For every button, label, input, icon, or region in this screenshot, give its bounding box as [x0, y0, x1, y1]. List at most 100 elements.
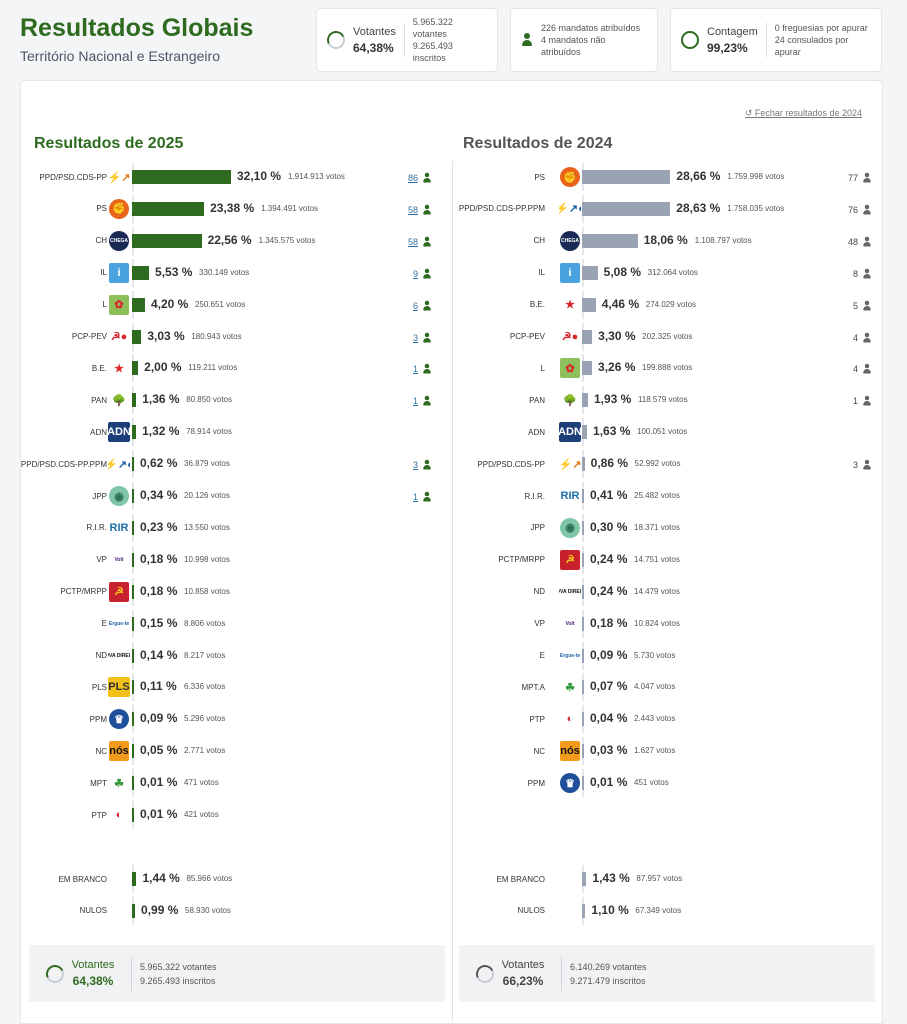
seats-count[interactable]: 86	[408, 171, 433, 185]
vote-percentage: 0,09 %	[140, 711, 178, 726]
vote-percentage: 3,30 %	[598, 328, 636, 343]
livre-logo: ✿	[559, 358, 581, 379]
seats-number: 4	[852, 332, 858, 343]
vote-share-bar	[582, 265, 598, 280]
vote-percentage: 4,20 %	[150, 296, 189, 311]
mandatos-atribuidos: 226 mandatos atribuídos	[541, 23, 641, 33]
result-row: E Ergue-te 0,09 % 5.730 votos	[451, 641, 871, 670]
vote-count: 4.047 votos	[634, 682, 676, 692]
vote-percentage: 28,66 %	[676, 169, 721, 183]
result-row: PPD/PSD.CDS-PP.PPM⚡↗● 0,62 % 36.879 votos 3	[21, 450, 441, 479]
seats-count[interactable]: 58	[408, 203, 433, 217]
il-logo: i	[108, 262, 130, 283]
seats-count: 8	[853, 267, 873, 281]
vote-share-bar	[582, 361, 593, 376]
seats-count[interactable]: 58	[408, 235, 433, 249]
seats-count[interactable]: 1	[413, 394, 433, 408]
seats-count[interactable]: 9	[413, 267, 433, 281]
footer-votantes-value: 64,38%	[72, 974, 114, 988]
seats-count: 76	[848, 203, 873, 217]
person-icon	[423, 332, 432, 343]
person-icon	[863, 364, 872, 375]
vote-count: 10.824 votos	[634, 618, 680, 628]
result-row: PPM ♛ 0,09 % 5.296 votos	[21, 705, 441, 734]
vote-count: 199.888 votos	[642, 363, 693, 373]
nova-direita-logo: NOVA DIREITA	[559, 581, 581, 602]
vote-percentage: 1,93 %	[593, 392, 632, 407]
party-name: B.E.	[91, 363, 107, 373]
party-name: L	[102, 300, 107, 310]
party-name: EM BRANCO	[496, 874, 545, 884]
vote-share-bar	[132, 520, 134, 535]
seats-count[interactable]: 3	[413, 331, 433, 345]
person-icon	[863, 172, 872, 184]
result-row: R.I.R. RIR 0,41 % 25.482 votos	[451, 482, 871, 510]
result-row: PCTP/MRPP ☭ 0,18 % 10.858 votos	[21, 577, 441, 606]
seats-count[interactable]: 3	[413, 458, 433, 472]
vote-percentage: 0,05 %	[140, 743, 178, 758]
seats-count[interactable]: 1	[413, 490, 433, 504]
party-name: PTP	[91, 810, 107, 820]
ppm-logo: ♛	[108, 709, 130, 730]
ad-logo: ⚡↗	[108, 167, 130, 187]
vote-percentage: 2,00 %	[144, 360, 182, 375]
party-name: IL	[100, 268, 107, 278]
vote-share-bar	[132, 457, 134, 472]
vote-percentage: 5,53 %	[155, 264, 193, 279]
result-row: MPT.A ☘ 0,07 % 4.047 votos	[451, 673, 871, 702]
ptp-logo: ◐	[559, 709, 581, 730]
vote-percentage: 0,99 %	[141, 902, 179, 917]
seats-number: 3	[412, 332, 418, 343]
vote-count: 421 votos	[184, 810, 219, 819]
party-name: PCP-PEV	[71, 332, 107, 341]
seats-number: 4	[852, 364, 858, 375]
divider	[561, 956, 562, 991]
divider	[131, 956, 132, 991]
ps-logo: ✊	[108, 198, 130, 219]
jpp-logo: ◉	[108, 486, 130, 506]
seats-number: 58	[407, 204, 418, 215]
vote-count: 14.751 votos	[634, 554, 680, 564]
vote-percentage: 1,63 %	[593, 424, 631, 439]
pan-logo: 🌳	[108, 390, 130, 411]
vote-percentage: 4,46 %	[601, 296, 640, 311]
person-icon	[863, 396, 872, 407]
chega-logo: CHEGA	[559, 230, 581, 251]
result-row: EM BRANCO 1,44 % 85.966 votos	[21, 865, 441, 893]
vote-share-bar	[582, 329, 593, 344]
vote-count: 1.914.913 votos	[288, 172, 345, 181]
person-icon	[423, 268, 432, 279]
party-name: ADN	[528, 427, 545, 437]
vote-share-bar	[132, 808, 134, 822]
footer-inscritos-count: 9.265.493 inscritos	[140, 975, 216, 986]
pctp-logo: ☭	[559, 549, 581, 570]
ergue-te-logo: Ergue-te	[559, 645, 581, 666]
close-comparison-link[interactable]: ↺ Fechar resultados de 2024	[745, 108, 862, 119]
vote-count: 20.126 votos	[184, 491, 230, 500]
result-row: PAN 🌳 1,36 % 80.850 votos 1	[21, 386, 441, 415]
person-icon	[863, 459, 872, 471]
party-name: EM BRANCO	[58, 874, 107, 884]
votantes-card: Votantes 64,38% 5.965.322 votantes 9.265…	[316, 8, 498, 72]
vote-share-bar	[582, 712, 584, 727]
nova-direita-logo: NOVA DIREITA	[108, 645, 130, 666]
seats-number: 77	[847, 173, 858, 183]
result-row: R.I.R. RIR 0,23 % 13.550 votos	[21, 513, 441, 542]
seats-count[interactable]: 6	[413, 299, 433, 313]
pan-logo: 🌳	[559, 390, 581, 411]
party-name: NC	[95, 746, 107, 756]
votantes-value: 64,38%	[353, 40, 394, 55]
vote-percentage: 0,11 %	[140, 679, 177, 694]
party-name: PPM	[89, 714, 107, 724]
vote-count: 18.371 votos	[634, 522, 680, 532]
vote-count: 119.211 votos	[188, 363, 238, 373]
adn-logo: ADN	[108, 422, 130, 443]
vote-percentage: 0,23 %	[140, 519, 178, 534]
vote-count: 2.771 votos	[184, 746, 226, 756]
vote-share-bar	[132, 233, 202, 248]
vote-share-bar	[132, 297, 145, 312]
seats-count[interactable]: 1	[413, 362, 433, 376]
contagem-label: Contagem	[707, 25, 758, 38]
result-row: ND NOVA DIREITA 0,24 % 14.479 votos	[451, 577, 871, 606]
mandatos-card: 226 mandatos atribuídos 4 mandatos não a…	[510, 8, 658, 72]
